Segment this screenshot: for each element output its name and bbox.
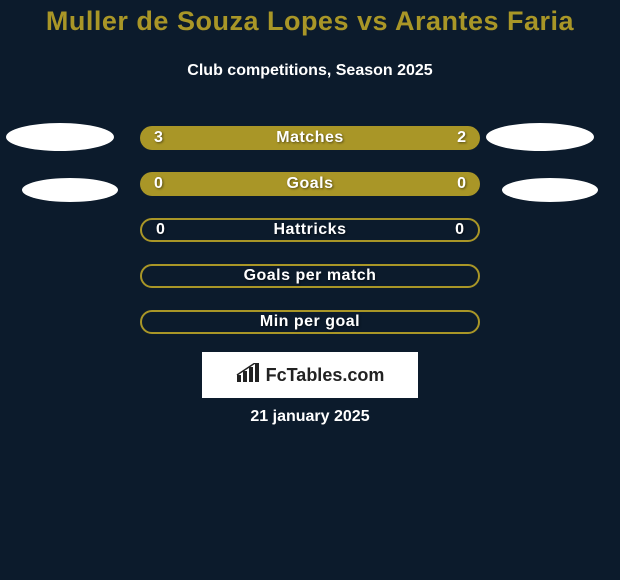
- stat-value-left: 0: [156, 221, 165, 239]
- stat-value-right: 2: [457, 129, 466, 147]
- logo-text: FcTables.com: [266, 365, 385, 386]
- background: [0, 0, 620, 580]
- stat-label: Goals: [287, 175, 334, 193]
- stat-label: Min per goal: [260, 313, 360, 331]
- player-left-ellipse-2: [22, 178, 118, 202]
- date-text: 21 january 2025: [0, 408, 620, 426]
- stat-value-left: 3: [154, 129, 163, 147]
- stat-row: Goals per match: [140, 264, 480, 288]
- player-right-ellipse-2: [502, 178, 598, 202]
- stat-value-right: 0: [457, 175, 466, 193]
- stat-row: Hattricks 0 0: [140, 218, 480, 242]
- stat-value-left: 0: [154, 175, 163, 193]
- player-right-ellipse-1: [486, 123, 594, 151]
- stat-row: Goals 0 0: [140, 172, 480, 196]
- page-title: Muller de Souza Lopes vs Arantes Faria: [0, 6, 620, 37]
- stat-row: Min per goal: [140, 310, 480, 334]
- bar-chart-icon: [236, 363, 260, 388]
- stat-value-right: 0: [455, 221, 464, 239]
- player-left-ellipse-1: [6, 123, 114, 151]
- stat-label: Goals per match: [244, 267, 377, 285]
- stat-label: Hattricks: [274, 221, 347, 239]
- stat-row: Matches 3 2: [140, 126, 480, 150]
- stat-label: Matches: [276, 129, 344, 147]
- page-subtitle: Club competitions, Season 2025: [0, 62, 620, 80]
- fctables-logo: FcTables.com: [202, 352, 418, 398]
